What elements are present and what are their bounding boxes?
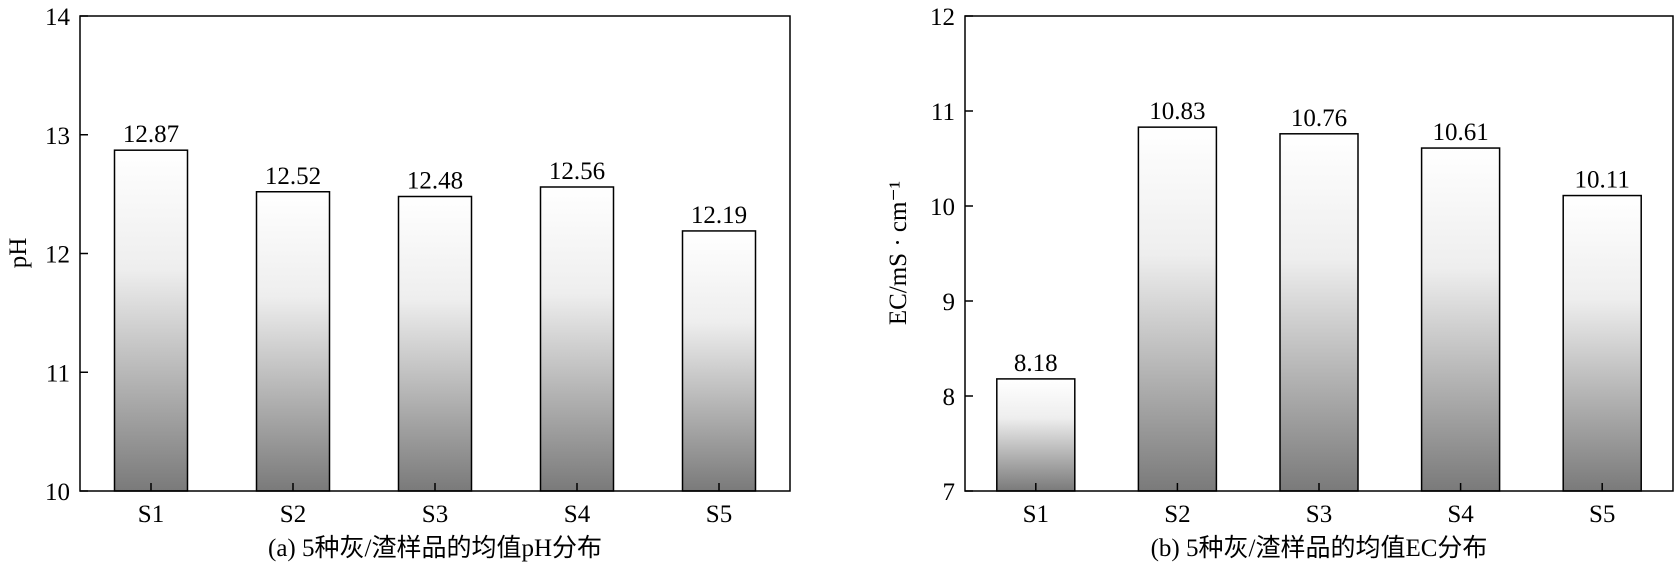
chart-b-bar-value-label: 8.18 [1014, 350, 1058, 377]
chart-b-y-axis-title: EC/mS · cm⁻¹ [885, 181, 912, 325]
chart-b-bar-value-label: 10.11 [1575, 167, 1630, 194]
chart-b-bar-value-label: 10.83 [1149, 98, 1205, 125]
chart-b-x-tick-label: S4 [1447, 501, 1474, 528]
chart-a-bar-s4 [539, 186, 615, 492]
chart-b-bars [996, 126, 1642, 492]
chart-a-y-tick-label: 13 [45, 123, 70, 150]
chart-b-x-tick-label: S5 [1589, 501, 1615, 528]
chart-b-bar-value-label: 10.76 [1291, 105, 1347, 132]
chart-a-y-ticks: 10 11 12 13 14 [45, 4, 88, 506]
chart-a-x-tick-label: S2 [280, 501, 306, 528]
chart-a-x-tick-label: S3 [422, 501, 448, 528]
chart-b-x-tick-label: S1 [1023, 501, 1049, 528]
chart-a-bar-value-label: 12.19 [691, 202, 747, 229]
chart-a-y-tick-label: 14 [45, 4, 71, 31]
chart-a-x-tick-label: S5 [706, 501, 732, 528]
chart-a-caption: (a) 5种灰/渣样品的均值pH分布 [268, 534, 602, 562]
chart-b-bar-s3 [1279, 133, 1359, 492]
chart-b-bar-s2 [1137, 126, 1218, 492]
chart-b-bar-value-label: 10.61 [1432, 119, 1488, 146]
chart-a-bar-value-label: 12.48 [407, 168, 463, 195]
chart-a-x-tick-label: S1 [138, 501, 164, 528]
chart-b-y-tick-label: 11 [931, 99, 955, 126]
chart-b-y-tick-label: 8 [943, 384, 956, 411]
chart-a-bar-value-label: 12.56 [549, 158, 605, 185]
chart-b-y-tick-label: 12 [930, 4, 955, 31]
chart-b-y-tick-label: 9 [943, 289, 956, 316]
chart-b-y-tick-label: 10 [930, 194, 955, 221]
chart-a-y-axis-title: pH [5, 238, 32, 269]
chart-b-bar-s1 [996, 378, 1076, 492]
chart-a-bar-value-label: 12.52 [265, 163, 321, 190]
chart-b-y-tick-label: 7 [943, 479, 956, 506]
chart-a-bar-s3 [397, 195, 473, 492]
chart-a-y-tick-label: 11 [46, 360, 70, 387]
chart-a-x-ticks: S1 S2 S3 S4 S5 [138, 483, 732, 528]
chart-a-bar-s5 [681, 230, 757, 492]
chart-b-bar-labels: 8.18 10.83 10.76 10.61 10.11 [1014, 98, 1630, 377]
chart-b-bar-s5 [1562, 194, 1642, 492]
chart-b-x-ticks: S1 S2 S3 S4 S5 [1023, 483, 1615, 528]
chart-b-x-tick-label: S2 [1164, 501, 1190, 528]
chart-a-y-tick-label: 12 [45, 242, 70, 269]
chart-b-x-tick-label: S3 [1306, 501, 1332, 528]
chart-a-bars [113, 149, 757, 492]
chart-b-y-ticks: 7 8 9 10 11 12 [930, 4, 973, 506]
chart-a-y-tick-label: 10 [45, 479, 70, 506]
chart-a-bar-value-label: 12.87 [123, 121, 179, 148]
chart-a-bar-s1 [113, 149, 189, 492]
chart-b-caption: (b) 5种灰/渣样品的均值EC分布 [1151, 534, 1488, 562]
chart-b-bar-s4 [1420, 147, 1501, 492]
chart-a-bar-labels: 12.87 12.52 12.48 12.56 12.19 [123, 121, 747, 229]
chart-a-x-tick-label: S4 [564, 501, 591, 528]
chart-a-bar-s2 [255, 191, 331, 492]
